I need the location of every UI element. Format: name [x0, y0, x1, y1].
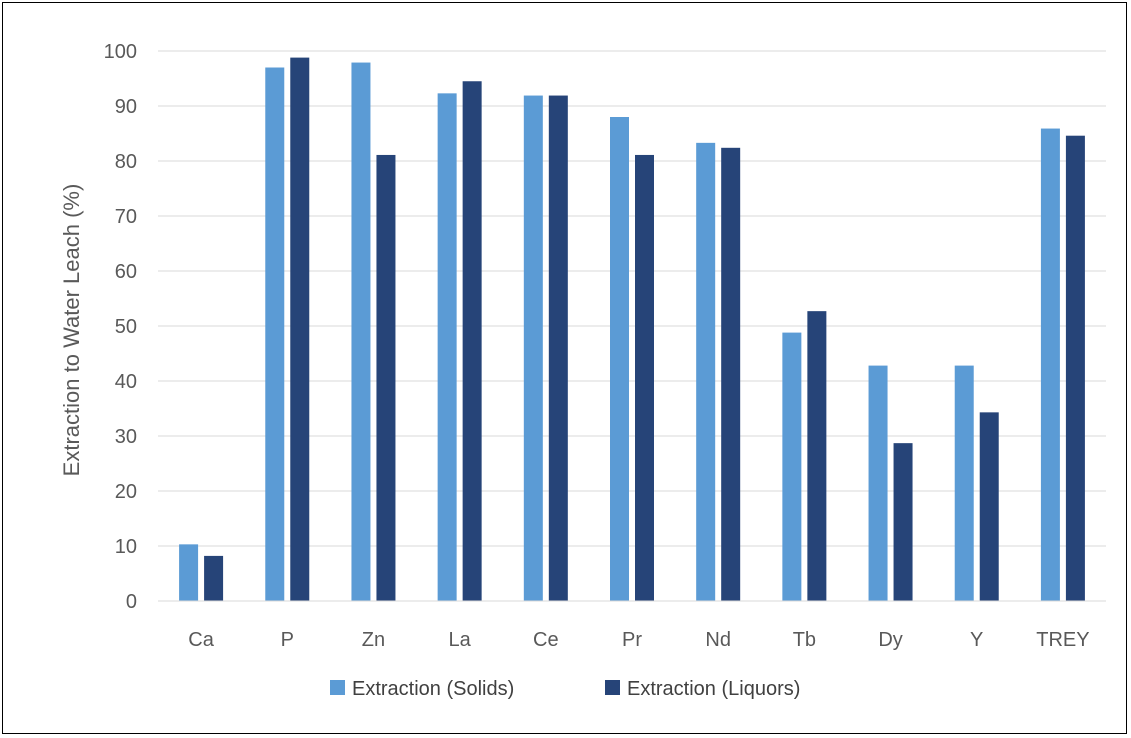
bar-extraction-liquors-pr	[635, 154, 654, 601]
y-tick-label: 10	[115, 536, 137, 558]
x-tick-label: TREY	[1036, 629, 1089, 651]
x-tick-label: La	[449, 629, 472, 651]
bar-extraction-liquors-dy	[893, 443, 913, 601]
x-tick-label: Dy	[878, 629, 902, 651]
legend: Extraction (Solids) Extraction (Liquors)	[330, 678, 800, 700]
bar-extraction-solids-nd	[696, 142, 716, 601]
y-tick-label: 90	[115, 96, 137, 118]
legend-label: Extraction (Solids)	[352, 678, 514, 700]
x-tick-label: Y	[970, 629, 983, 651]
y-tick-label: 80	[115, 151, 137, 173]
bar-extraction-solids-p	[265, 67, 285, 601]
bar-extraction-liquors-tb	[807, 311, 827, 601]
y-tick-label: 30	[115, 426, 137, 448]
bar-extraction-liquors-y	[979, 412, 999, 601]
x-tick-label: Zn	[362, 629, 385, 651]
y-tick-label: 20	[115, 481, 137, 503]
y-tick-label: 100	[104, 41, 137, 63]
y-axis-title: Extraction to Water Leach (%)	[59, 184, 84, 477]
bar-extraction-liquors-nd	[721, 147, 741, 602]
bar-extraction-liquors-zn	[376, 154, 396, 601]
x-tick-label: Nd	[705, 629, 731, 651]
legend-label: Extraction (Liquors)	[627, 678, 800, 700]
bar-extraction-solids-ca	[179, 544, 199, 601]
bar-extraction-liquors-trey	[1065, 135, 1085, 601]
legend-swatch	[330, 680, 345, 695]
bar-extraction-solids-dy	[868, 365, 888, 601]
bar-extraction-solids-pr	[610, 117, 629, 601]
y-tick-label: 40	[115, 371, 137, 393]
bar-extraction-liquors-la	[462, 81, 482, 601]
y-tick-label: 70	[115, 206, 137, 228]
bars	[179, 57, 1085, 602]
bar-extraction-liquors-ce	[548, 95, 568, 602]
bar-extraction-solids-ce	[523, 95, 543, 602]
bar-extraction-solids-tb	[782, 332, 802, 601]
x-tick-label: Ce	[533, 629, 559, 651]
y-tick-label: 50	[115, 316, 137, 338]
bar-extraction-solids-zn	[351, 62, 371, 602]
y-tick-label: 60	[115, 261, 137, 283]
bar-extraction-liquors-ca	[204, 555, 224, 601]
legend-swatch	[605, 680, 620, 695]
gridlines	[158, 50, 1106, 547]
bar-extraction-solids-la	[437, 93, 457, 601]
y-tick-label: 0	[126, 591, 137, 613]
x-tick-label: Ca	[188, 629, 214, 651]
x-tick-label: Tb	[793, 629, 816, 651]
axes: 0 10 20 30 40 50 60 70 80 90 100 Ca P Zn La Ce Pr Nd Tb Dy Y…	[104, 41, 1106, 651]
bar-extraction-liquors-p	[290, 57, 310, 602]
x-tick-label: Pr	[622, 629, 642, 651]
x-tick-label: P	[281, 629, 294, 651]
bar-extraction-solids-y	[954, 365, 974, 601]
bar-extraction-solids-trey	[1040, 128, 1060, 602]
